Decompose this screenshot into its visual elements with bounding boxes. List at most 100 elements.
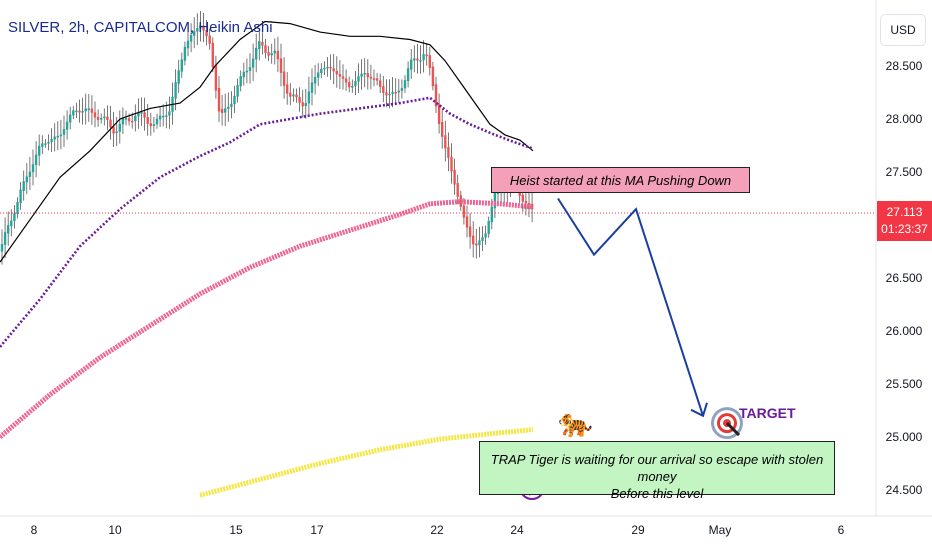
candle-body xyxy=(124,118,128,120)
candle-body xyxy=(326,66,329,69)
candle-body xyxy=(106,116,109,120)
candle-body xyxy=(199,25,202,29)
candle-body xyxy=(366,73,369,78)
candle-body xyxy=(168,111,171,116)
candle-body xyxy=(162,115,165,118)
candle-body xyxy=(47,142,50,144)
candle-body xyxy=(72,110,75,116)
candle-body xyxy=(31,164,35,173)
candle-body xyxy=(478,240,481,246)
candle-body xyxy=(115,131,118,133)
candle-body xyxy=(329,66,332,69)
projection-path xyxy=(557,197,708,418)
candle-body xyxy=(103,116,106,119)
candle-body xyxy=(382,86,385,93)
candle-body xyxy=(450,156,453,172)
candle-body xyxy=(217,88,221,112)
candle-body xyxy=(100,117,103,120)
candle-body xyxy=(273,50,276,54)
candle-body xyxy=(255,47,258,60)
candle-body xyxy=(344,78,348,83)
price-axis[interactable]: 28.50028.00027.50027.00026.50026.00025.5… xyxy=(886,59,923,497)
candle-body xyxy=(44,143,47,145)
candle-body xyxy=(444,135,447,149)
candle-body xyxy=(276,50,280,60)
candle-body xyxy=(453,169,456,185)
candle-body xyxy=(323,67,326,70)
price-tick-label: 28.500 xyxy=(886,59,923,73)
candle-body xyxy=(400,88,404,91)
projection-line xyxy=(557,197,704,417)
candle-body xyxy=(84,108,87,112)
ma-pink-line xyxy=(0,199,534,439)
candle-body xyxy=(16,201,19,215)
current-price-value: 27.113 xyxy=(886,205,923,219)
target-label: TARGET xyxy=(739,405,796,421)
candle-body xyxy=(53,136,56,140)
candle-body xyxy=(186,40,190,49)
candle-body xyxy=(202,25,205,31)
time-tick-label: 6 xyxy=(838,523,845,537)
grid xyxy=(0,0,932,517)
candle-body xyxy=(258,41,261,50)
candle-body xyxy=(149,123,152,127)
ma-purple-line xyxy=(0,96,534,348)
candle-body xyxy=(211,42,214,68)
candle-body xyxy=(388,93,391,96)
candle-body xyxy=(183,46,187,61)
candle-body xyxy=(3,232,7,245)
candle-body xyxy=(230,103,233,108)
candle-body xyxy=(93,112,97,118)
price-tick-label: 25.000 xyxy=(886,430,923,444)
candle-body xyxy=(56,135,59,138)
currency-button[interactable]: USD xyxy=(880,14,926,46)
candle-body xyxy=(25,176,28,183)
candle-body xyxy=(289,92,292,97)
candle-body xyxy=(75,110,78,113)
ma-black-line xyxy=(0,20,534,263)
candle-body xyxy=(332,68,335,72)
candle-body xyxy=(521,194,524,202)
time-tick-label: 8 xyxy=(31,523,38,537)
candle-body xyxy=(363,73,366,75)
candle-body xyxy=(434,84,438,107)
candle-body xyxy=(282,71,286,86)
candle-body xyxy=(431,66,435,87)
candle-body xyxy=(360,73,363,77)
candle-body xyxy=(248,67,252,71)
candle-body xyxy=(385,92,388,96)
candle-body xyxy=(261,41,264,46)
time-axis[interactable]: 8 10 15 17 22 24 29 May 6 xyxy=(31,523,845,537)
candle-body xyxy=(239,76,242,87)
candle-body xyxy=(28,171,32,177)
candle-body xyxy=(13,213,16,222)
candle-body xyxy=(112,126,115,134)
candle-body xyxy=(50,139,53,143)
candle-body xyxy=(140,112,143,114)
price-tick-label: 28.000 xyxy=(886,112,923,126)
candle-body xyxy=(208,35,211,44)
candle-body xyxy=(403,80,407,89)
candle-body xyxy=(189,35,193,42)
candle-body xyxy=(158,115,162,120)
chart-title: SILVER, 2h, CAPITALCOM, Heikin Ashi xyxy=(8,19,273,36)
candle-body xyxy=(78,110,81,113)
candle-body xyxy=(118,123,121,132)
candle-body xyxy=(81,111,84,113)
trap-annotation-line2: Before this level xyxy=(610,486,704,501)
trap-annotation[interactable]: TRAP Tiger is waiting for our arrival so… xyxy=(479,441,835,501)
heist-annotation[interactable]: Heist started at this MA Pushing Down xyxy=(491,167,750,193)
trap-annotation-line1: TRAP Tiger is waiting for our arrival so… xyxy=(490,452,824,484)
time-tick-label: 10 xyxy=(108,523,122,537)
candle-body xyxy=(425,54,428,57)
candle-body xyxy=(205,30,208,37)
candle-body xyxy=(490,206,493,223)
candle-body xyxy=(10,220,13,227)
candle-body xyxy=(391,91,394,94)
candle-body xyxy=(227,106,230,109)
candle-body xyxy=(397,90,400,93)
candle-body xyxy=(462,205,466,218)
candle-body xyxy=(242,71,245,78)
candle-body xyxy=(214,64,218,91)
candle-body xyxy=(236,85,239,97)
